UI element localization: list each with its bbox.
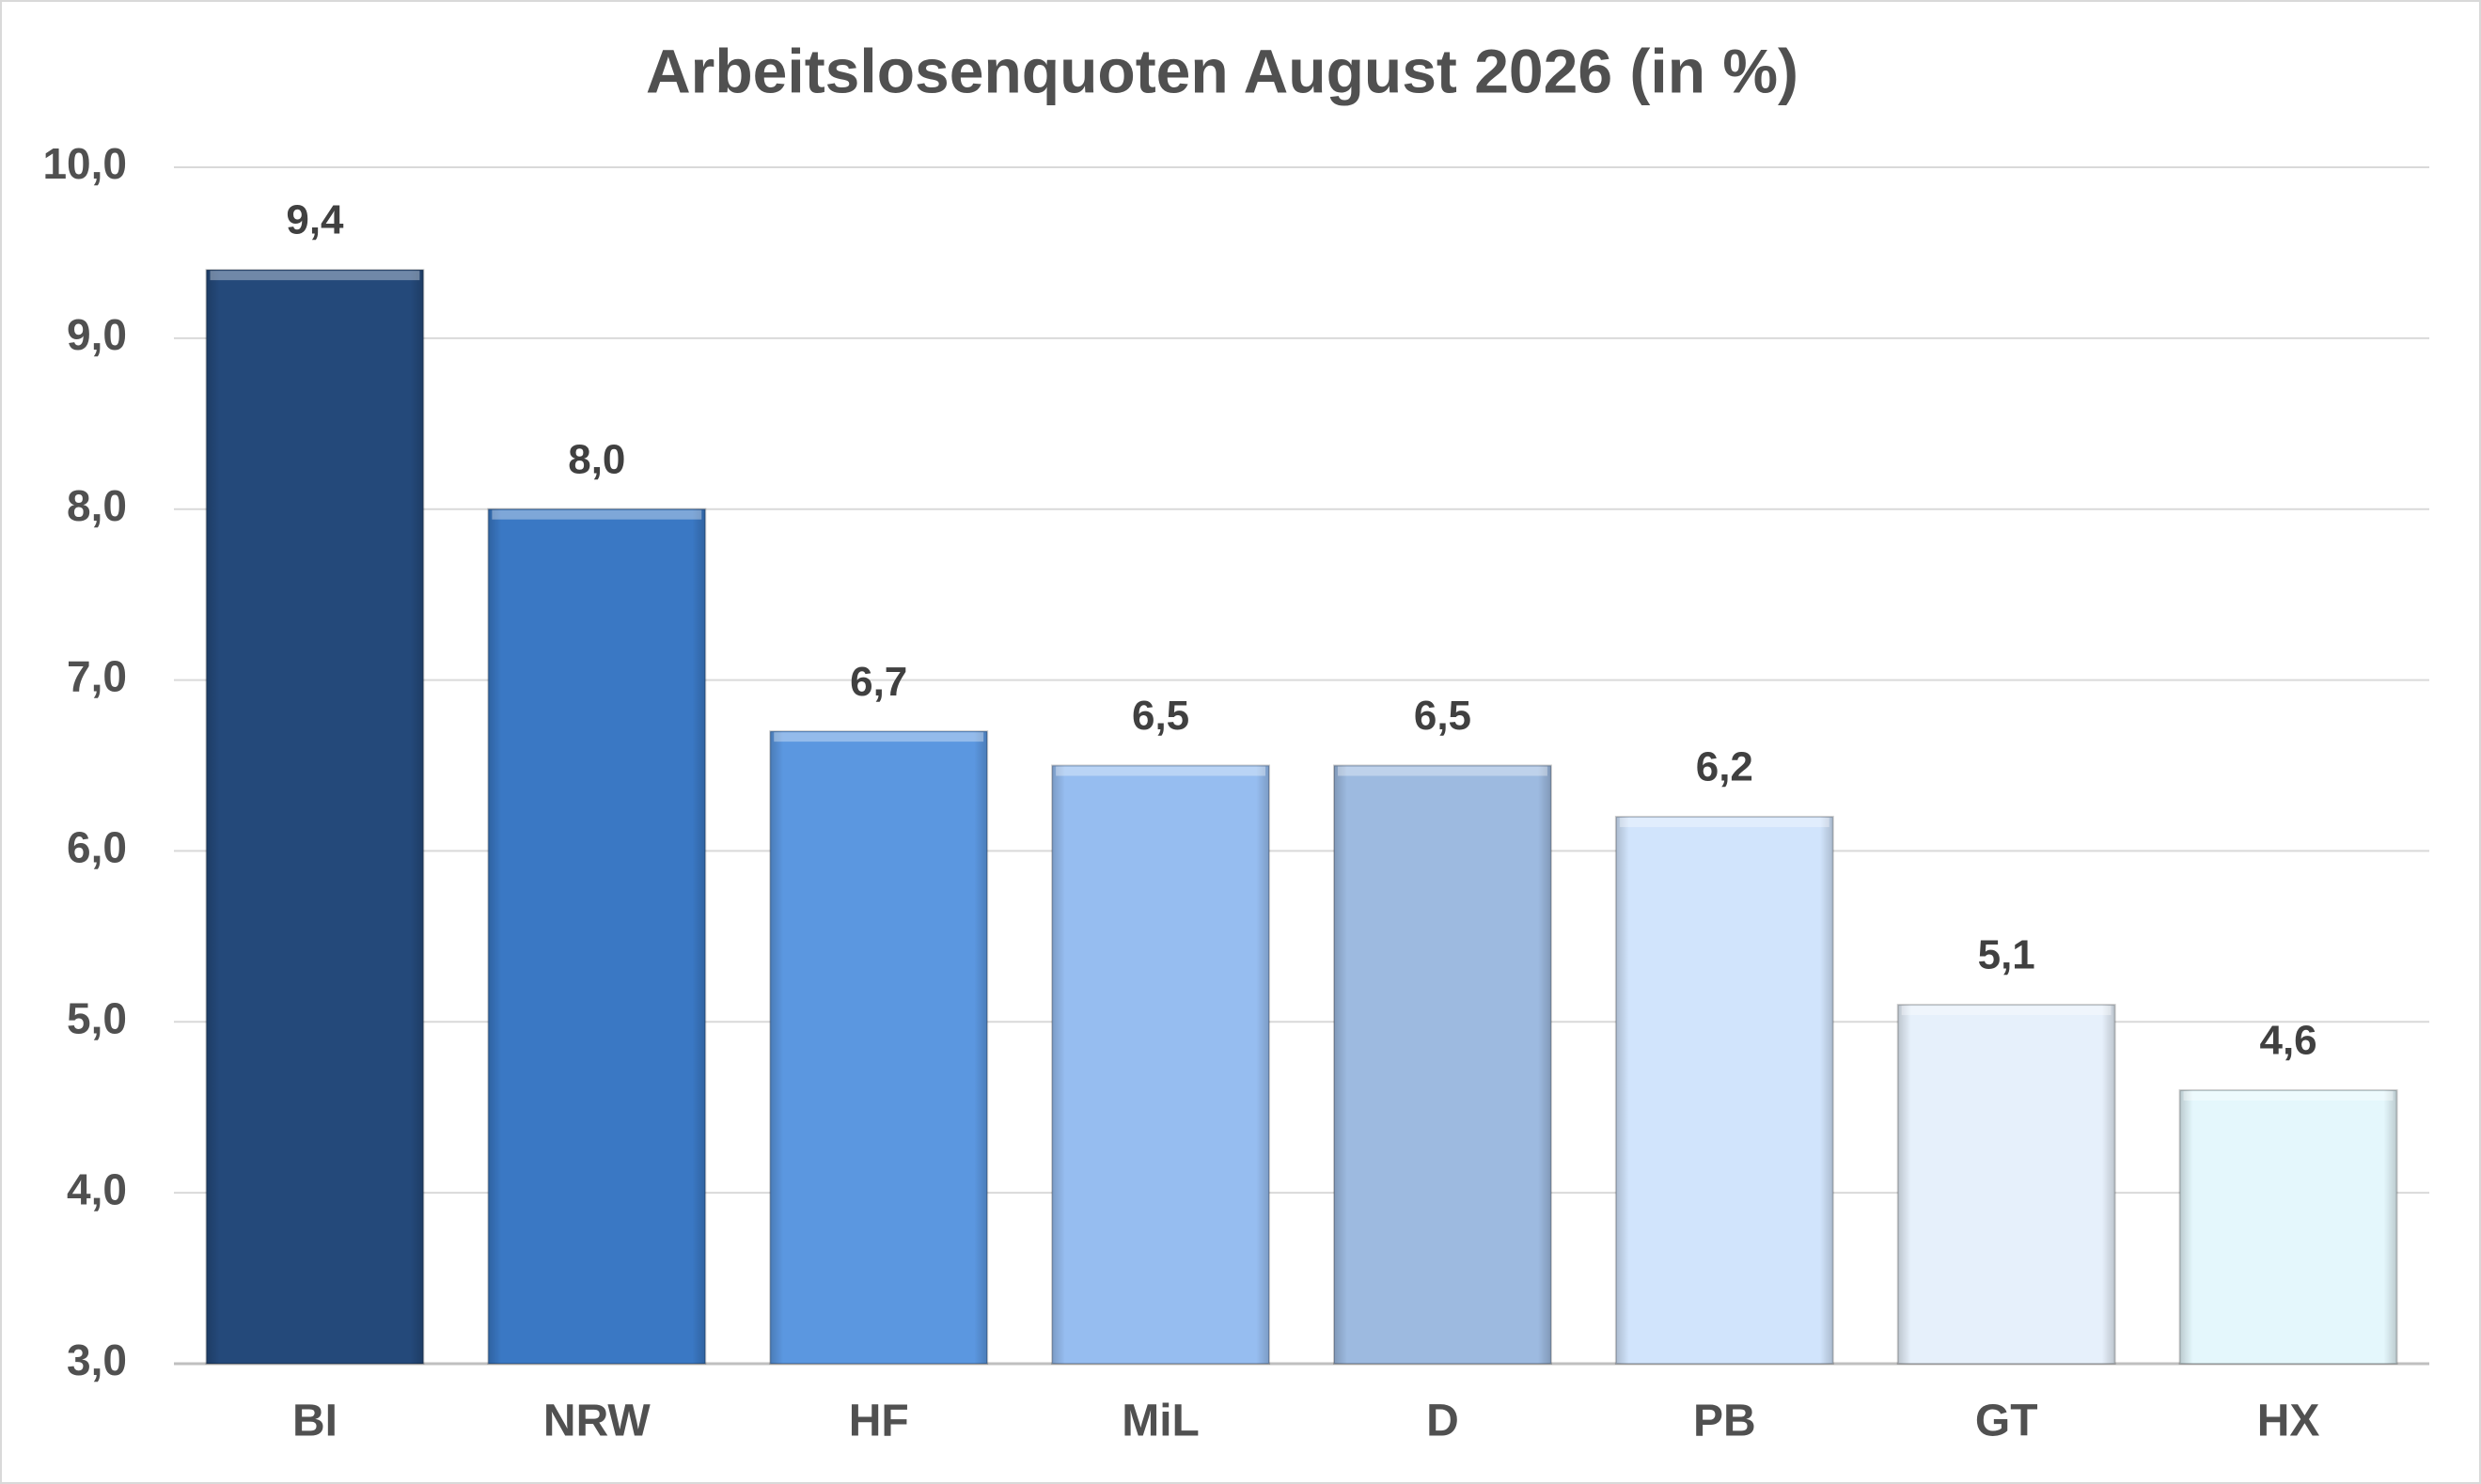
data-label: 6,5: [1414, 693, 1471, 739]
bar-shade: [1615, 817, 1833, 1364]
x-tick-label: MiL: [1122, 1397, 1200, 1446]
x-tick-label: D: [1426, 1397, 1459, 1446]
bar-highlight: [1619, 818, 1829, 828]
data-label: 8,0: [568, 436, 625, 482]
bar-shade: [770, 731, 988, 1364]
data-label: 6,7: [850, 659, 907, 705]
bar-shade: [488, 508, 706, 1364]
y-tick-label: 4,0: [67, 1164, 127, 1213]
bar-highlight: [1337, 766, 1547, 776]
y-tick-label: 5,0: [67, 993, 127, 1042]
data-label: 6,5: [1132, 693, 1189, 739]
bar-highlight: [2183, 1091, 2394, 1101]
y-tick-label: 7,0: [67, 652, 127, 701]
y-tick-label: 8,0: [67, 481, 127, 530]
data-label: 4,6: [2259, 1018, 2316, 1064]
x-tick-label: PB: [1693, 1397, 1756, 1446]
bar-highlight: [1901, 1006, 2112, 1016]
x-tick-label: NRW: [543, 1397, 651, 1446]
y-tick-label: 9,0: [67, 310, 127, 359]
x-tick-label: BI: [292, 1397, 338, 1446]
y-tick-label: 6,0: [67, 823, 127, 872]
bar-highlight: [210, 271, 420, 281]
bar-shade: [1897, 1005, 2115, 1364]
bar-shade: [206, 270, 424, 1365]
bar-shade: [1333, 765, 1551, 1364]
bar-highlight: [492, 509, 702, 520]
y-tick-label: 3,0: [67, 1336, 127, 1384]
bar-shade: [1052, 765, 1270, 1364]
data-label: 9,4: [286, 197, 344, 243]
data-label: 6,2: [1696, 744, 1753, 790]
x-tick-label: HX: [2257, 1397, 2320, 1446]
bar-shade: [2179, 1090, 2397, 1364]
x-tick-label: GT: [1975, 1397, 2038, 1446]
y-tick-label: 10,0: [42, 139, 127, 188]
chart-title: Arbeitslosenquoten August 2026 (in %): [646, 36, 1798, 105]
bar-highlight: [1056, 766, 1266, 776]
bar-highlight: [774, 732, 984, 742]
data-label: 5,1: [1978, 932, 2035, 978]
x-tick-label: HF: [849, 1397, 909, 1446]
